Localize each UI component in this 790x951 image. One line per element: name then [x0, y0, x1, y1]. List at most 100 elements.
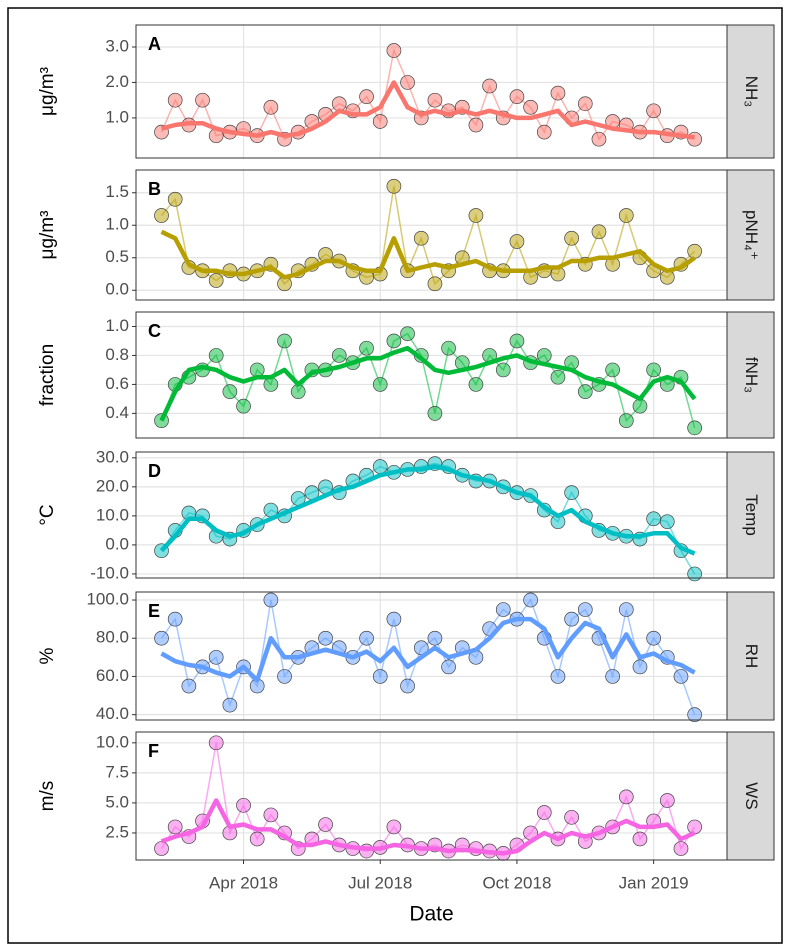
y-tick-label: -10.0: [90, 563, 129, 582]
y-tick-label: 1.0: [105, 215, 129, 234]
sample-point: [413, 230, 429, 246]
sample-point: [687, 131, 702, 147]
sample-point: [618, 208, 634, 223]
sample-point: [618, 413, 634, 428]
smooth-line: [159, 464, 696, 556]
sample-point: [646, 103, 661, 119]
sample-point: [331, 348, 347, 363]
sample-point: [236, 797, 251, 813]
y-axis-label: μg/m³: [37, 211, 58, 260]
sample-point: [167, 92, 183, 108]
sample-point: [400, 678, 415, 694]
sample-point: [195, 92, 210, 108]
sample-point: [208, 348, 224, 363]
sample-point: [591, 224, 607, 240]
sample-point: [400, 326, 415, 342]
sample-point: [263, 592, 279, 608]
sample-point: [646, 630, 661, 646]
panel-letter: F: [148, 741, 159, 761]
y-tick-label: 5.0: [105, 792, 129, 811]
sample-point: [523, 592, 538, 608]
sample-point: [372, 459, 388, 474]
sample-point: [427, 630, 443, 646]
sample-point: [605, 669, 620, 684]
sample-point: [222, 384, 238, 400]
sample-point: [154, 208, 169, 223]
sample-point: [468, 377, 484, 392]
sample-point: [236, 398, 251, 414]
sample-point: [577, 602, 593, 617]
sample-point: [359, 630, 374, 646]
y-tick-label: 0.0: [105, 280, 129, 299]
strip-label: RH: [742, 644, 761, 669]
sample-point: [427, 406, 443, 421]
sample-point: [577, 96, 593, 112]
sample-point: [318, 817, 333, 832]
y-tick-label: 1.0: [105, 107, 129, 126]
panel-letter: C: [148, 321, 161, 341]
sample-point: [632, 659, 648, 675]
sample-point: [687, 819, 702, 835]
sample-point: [372, 669, 388, 684]
strip: [726, 591, 775, 721]
sample-point: [495, 362, 511, 378]
sample-point: [495, 602, 511, 617]
sample-point: [618, 602, 634, 617]
y-tick-label: 0.6: [105, 374, 129, 393]
smooth-line: [160, 616, 696, 683]
sample-point: [632, 831, 648, 847]
y-axis-label: fraction: [37, 344, 58, 406]
y-tick-label: 40.0: [96, 704, 129, 723]
sample-point: [167, 611, 183, 627]
sample-point: [673, 841, 689, 856]
sample-point: [536, 124, 552, 140]
sample-point: [564, 485, 579, 500]
strip: [726, 24, 775, 159]
y-tick-label: 30.0: [96, 447, 129, 466]
strip: [726, 451, 775, 579]
panel-letter: B: [148, 179, 161, 199]
strip: [726, 169, 775, 301]
strip: [726, 731, 775, 861]
sample-point: [509, 333, 525, 349]
panel-letter: E: [148, 601, 160, 621]
sample-point: [468, 117, 484, 133]
y-axis-label: μg/m³: [37, 67, 58, 116]
sample-line: [160, 47, 695, 141]
sample-point: [564, 230, 579, 246]
sample-point: [154, 841, 169, 856]
y-tick-label: 3.0: [105, 36, 129, 55]
sample-point: [318, 630, 333, 646]
y-tick-label: 7.5: [105, 762, 129, 781]
y-tick-label: 0.8: [105, 345, 129, 364]
x-tick-label: Jul 2018: [348, 873, 412, 892]
sample-point: [618, 789, 634, 805]
sample-point: [208, 735, 224, 751]
sample-point: [249, 362, 265, 378]
x-tick-label: Jan 2019: [619, 873, 689, 892]
sample-point: [167, 191, 183, 207]
sample-point: [386, 819, 402, 835]
sample-point: [277, 669, 292, 684]
sample-point: [154, 630, 169, 646]
sample-point: [468, 208, 484, 223]
sample-point: [550, 669, 566, 684]
sample-point: [386, 178, 402, 194]
sample-point: [359, 89, 374, 104]
sample-point: [605, 362, 620, 378]
sample-point: [222, 697, 238, 713]
sample-point: [536, 805, 552, 820]
sample-point: [386, 611, 402, 627]
sample-point: [550, 85, 566, 101]
sample-point: [482, 78, 497, 94]
sample-line: [160, 332, 696, 429]
sample-point: [441, 659, 456, 675]
sample-point: [509, 234, 525, 249]
sample-point: [659, 793, 675, 808]
sample-point: [536, 348, 552, 363]
strip-label: Temp: [742, 494, 761, 536]
sample-point: [372, 377, 388, 392]
sample-point: [263, 377, 279, 392]
